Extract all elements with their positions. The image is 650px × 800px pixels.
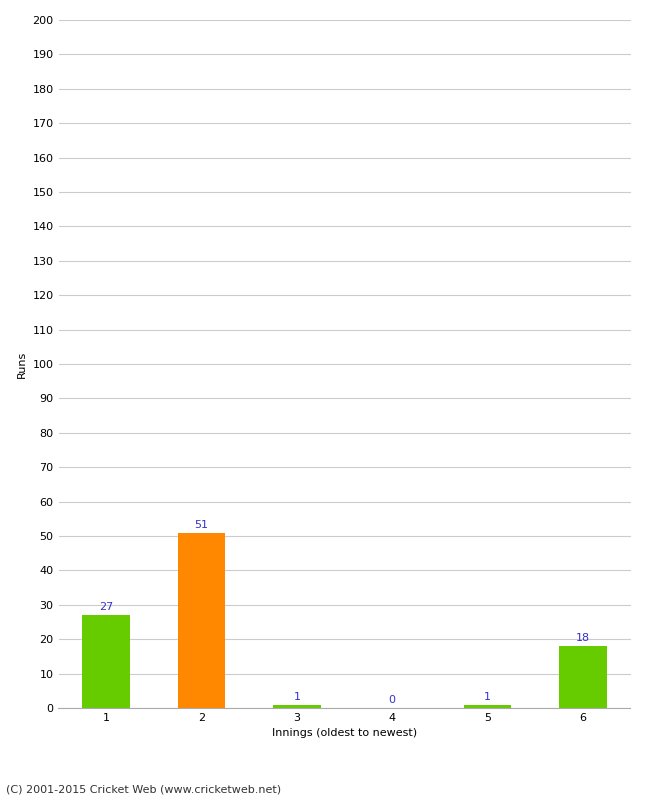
- Text: (C) 2001-2015 Cricket Web (www.cricketweb.net): (C) 2001-2015 Cricket Web (www.cricketwe…: [6, 784, 281, 794]
- Bar: [83, 615, 130, 708]
- Y-axis label: Runs: Runs: [17, 350, 27, 378]
- Bar: [559, 646, 606, 708]
- Text: 0: 0: [389, 695, 396, 706]
- Text: 18: 18: [576, 634, 590, 643]
- Text: 51: 51: [194, 520, 209, 530]
- Text: 27: 27: [99, 602, 113, 612]
- Text: 1: 1: [293, 692, 300, 702]
- Text: 1: 1: [484, 692, 491, 702]
- Bar: [177, 533, 226, 708]
- Bar: [273, 705, 320, 708]
- X-axis label: Innings (oldest to newest): Innings (oldest to newest): [272, 729, 417, 738]
- Bar: [463, 705, 512, 708]
